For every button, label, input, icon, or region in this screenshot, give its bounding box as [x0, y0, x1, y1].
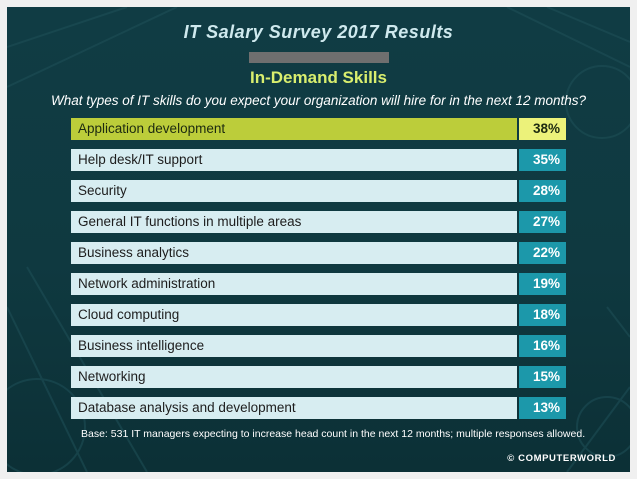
skill-label: Business intelligence	[71, 335, 517, 357]
skill-percentage: 16%	[519, 335, 566, 357]
skill-label: Application development	[71, 118, 517, 140]
skill-row: Business analytics 22%	[71, 242, 566, 264]
skill-label: General IT functions in multiple areas	[71, 211, 517, 233]
skill-percentage: 35%	[519, 149, 566, 171]
skill-row: Database analysis and development 13%	[71, 397, 566, 419]
skill-label: Network administration	[71, 273, 517, 295]
skill-row: Security 28%	[71, 180, 566, 202]
skill-row: Business intelligence 16%	[71, 335, 566, 357]
brand-credit: © COMPUTERWORLD	[507, 453, 616, 464]
skill-row: Networking 15%	[71, 366, 566, 388]
title-divider	[249, 52, 389, 63]
chart-title: IT Salary Survey 2017 Results	[183, 22, 454, 42]
chart-subtitle: In-Demand Skills	[250, 68, 387, 87]
skill-label: Business analytics	[71, 242, 517, 264]
skill-percentage: 27%	[519, 211, 566, 233]
base-footnote: Base: 531 IT managers expecting to incre…	[81, 428, 586, 440]
skill-percentage: 15%	[519, 366, 566, 388]
survey-question: What types of IT skills do you expect yo…	[50, 93, 586, 108]
chart-panel: IT Salary Survey 2017 Results In-Demand …	[7, 7, 630, 472]
skill-percentage: 18%	[519, 304, 566, 326]
skill-label: Networking	[71, 366, 517, 388]
skill-label: Help desk/IT support	[71, 149, 517, 171]
skill-percentage: 28%	[519, 180, 566, 202]
skills-table: Application development 38% Help desk/IT s…	[7, 7, 630, 472]
skill-row: Application development 38%	[71, 118, 566, 140]
skill-label: Cloud computing	[71, 304, 517, 326]
skill-row: Help desk/IT support 35%	[71, 149, 566, 171]
skill-percentage: 19%	[519, 273, 566, 295]
skill-percentage: 38%	[519, 118, 566, 140]
skill-percentage: 22%	[519, 242, 566, 264]
skill-row: General IT functions in multiple areas 27…	[71, 211, 566, 233]
skill-label: Database analysis and development	[71, 397, 517, 419]
skill-label: Security	[71, 180, 517, 202]
skill-row: Network administration 19%	[71, 273, 566, 295]
skill-row: Cloud computing 18%	[71, 304, 566, 326]
skill-percentage: 13%	[519, 397, 566, 419]
